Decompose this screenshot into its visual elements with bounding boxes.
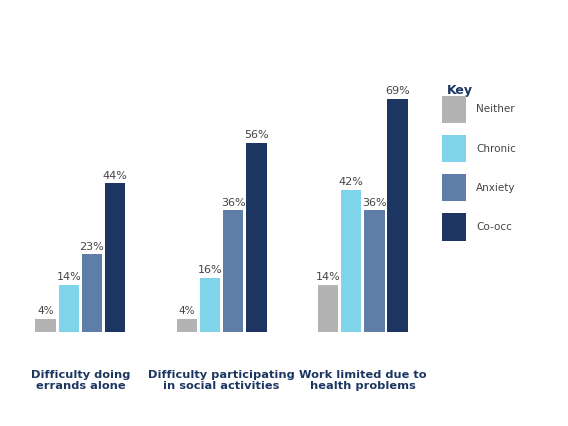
Text: 42%: 42% [339,177,364,187]
Bar [364,210,385,332]
Text: 14%: 14% [316,272,340,282]
Text: Anxiety: Anxiety [476,183,516,193]
Bar [442,95,466,123]
Text: 14%: 14% [57,272,81,282]
Text: Chronic: Chronic [476,144,516,153]
Text: Difficulty doing
errands alone: Difficulty doing errands alone [31,369,130,391]
Bar [387,99,408,332]
Bar [318,285,339,332]
Text: Neither: Neither [476,104,515,114]
Bar [199,278,220,332]
Text: Co-occ: Co-occ [476,222,512,232]
Text: 44%: 44% [103,170,127,181]
Bar [341,190,361,332]
Text: 56%: 56% [244,130,269,140]
Text: 36%: 36% [221,198,245,207]
Bar [82,254,102,332]
Text: Difficulty participating
in social activities: Difficulty participating in social activ… [148,369,295,391]
Bar [177,319,197,332]
Text: 23%: 23% [80,242,105,252]
Bar [442,135,466,162]
Text: 4%: 4% [179,306,195,316]
Bar [442,174,466,201]
Bar [246,143,266,332]
Text: 69%: 69% [385,86,410,96]
Bar [105,183,126,332]
Bar [442,213,466,241]
Text: Key: Key [448,84,473,97]
Bar [223,210,244,332]
Text: 4%: 4% [37,306,54,316]
Text: Work limited due to
health problems: Work limited due to health problems [299,369,427,391]
Text: 16%: 16% [198,265,222,275]
Text: 36%: 36% [362,198,386,207]
Bar [59,285,80,332]
Bar [35,319,56,332]
